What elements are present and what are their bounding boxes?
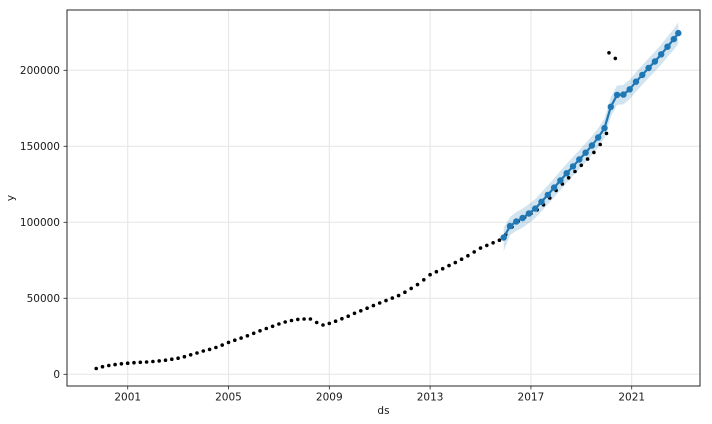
x-tick-label: 2013 [417,392,444,404]
y-axis-label: y [5,195,17,201]
y-tick-label: 100000 [20,217,60,229]
x-tick-label: 2001 [114,392,141,404]
y-tick-label: 200000 [20,65,60,77]
x-tick-label: 2021 [618,392,645,404]
y-tick-label: 150000 [20,141,60,153]
forecast-line [500,29,682,241]
x-axis-label: ds [377,405,389,417]
x-tick-label: 2009 [316,392,343,404]
y-tick-label: 50000 [27,293,60,305]
axes-border [66,9,701,387]
x-tick-labels: 2001 2005 2009 2013 2017 2021 [114,392,645,404]
x-tick-label: 2017 [518,392,545,404]
y-tick-labels: 0 50000 100000 150000 200000 [20,65,60,381]
axis-tick-marks [63,69,633,390]
observed-data-points [94,51,618,371]
y-tick-label: 0 [53,369,60,381]
x-tick-label: 2005 [215,392,242,404]
